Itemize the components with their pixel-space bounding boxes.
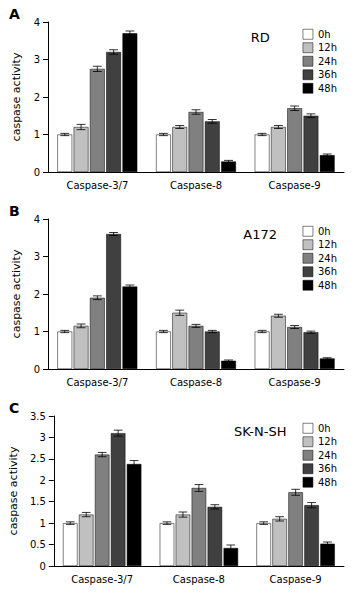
svg-text:0h: 0h [318,29,331,40]
svg-text:RD: RD [251,30,270,45]
svg-text:0.5: 0.5 [30,539,46,550]
svg-text:3.5: 3.5 [30,411,46,422]
svg-text:Caspase-9: Caspase-9 [269,180,321,191]
svg-text:2.5: 2.5 [30,453,46,464]
svg-text:36h: 36h [318,69,337,80]
svg-text:3: 3 [34,54,40,65]
svg-text:2: 2 [34,289,40,300]
svg-text:36h: 36h [318,266,337,277]
svg-text:0: 0 [34,167,40,178]
svg-text:Caspase-9: Caspase-9 [270,574,322,585]
svg-text:12h: 12h [318,436,337,447]
svg-text:24h: 24h [318,253,337,264]
svg-text:1: 1 [34,326,40,337]
svg-text:Caspase-8: Caspase-8 [173,574,225,585]
svg-text:3: 3 [34,251,40,262]
svg-text:Caspase-3/7: Caspase-3/7 [66,377,128,388]
svg-text:1: 1 [34,129,40,140]
svg-text:caspase activity: caspase activity [7,446,20,535]
svg-text:Caspase-8: Caspase-8 [170,377,222,388]
svg-text:48h: 48h [318,477,337,488]
svg-text:48h: 48h [318,83,337,94]
svg-text:48h: 48h [318,280,337,291]
svg-text:4: 4 [34,17,40,28]
svg-text:0: 0 [34,364,40,375]
svg-text:caspase activity: caspase activity [10,52,23,141]
svg-text:36h: 36h [318,463,337,474]
svg-text:Caspase-8: Caspase-8 [170,180,222,191]
svg-text:Caspase-9: Caspase-9 [269,377,321,388]
svg-text:12h: 12h [318,239,337,250]
svg-text:2: 2 [39,475,45,486]
svg-text:C: C [9,400,19,416]
svg-text:4: 4 [34,214,40,225]
svg-text:1: 1 [39,518,45,529]
svg-text:B: B [9,203,20,219]
svg-text:Caspase-3/7: Caspase-3/7 [71,574,133,585]
svg-text:2: 2 [34,92,40,103]
svg-text:A: A [9,6,20,22]
svg-text:24h: 24h [318,56,337,67]
svg-text:3: 3 [39,432,45,443]
svg-text:1.5: 1.5 [30,496,46,507]
svg-text:0h: 0h [318,423,331,434]
svg-text:24h: 24h [318,450,337,461]
svg-text:0h: 0h [318,226,331,237]
svg-text:A172: A172 [243,227,277,242]
svg-text:0: 0 [39,561,45,572]
svg-text:SK-N-SH: SK-N-SH [234,424,287,439]
svg-text:12h: 12h [318,42,337,53]
svg-text:caspase activity: caspase activity [10,249,23,338]
svg-text:Caspase-3/7: Caspase-3/7 [66,180,128,191]
